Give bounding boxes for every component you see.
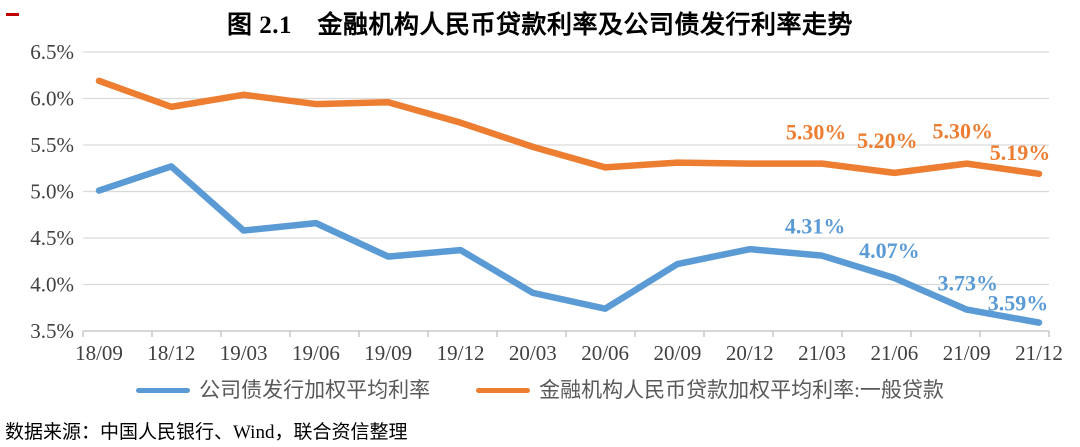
y-axis-label: 5.5% [30,133,74,157]
x-axis-label: 21/03 [798,341,846,365]
y-axis-label: 5.0% [30,180,74,204]
y-axis-label: 4.0% [30,273,74,297]
series-line-0 [95,163,1043,326]
red-dash-annotation [6,13,19,16]
series-line-1 [95,77,1043,178]
chart-title: 图 2.1 金融机构人民币贷款利率及公司债发行利率走势 [226,12,853,39]
x-axis-label: 19/09 [364,341,412,365]
x-axis-label: 20/03 [509,341,557,365]
x-axis-label: 18/12 [147,341,195,365]
line-chart-svg: 6.5% 6.0% 5.5% 5.0% 4.5% 4.0% 3.5%18/09 18/12 19… [30,40,1063,365]
data-label: 5.20% [857,128,918,153]
x-axis-label: 20/12 [726,341,774,365]
legend-line-swatch [476,387,531,393]
y-axis-label: 4.5% [30,226,74,250]
data-label: 5.30% [786,120,847,145]
source-note: 数据来源：中国人民银行、Wind，联合资信整理 [5,422,408,443]
legend-label: 金融机构人民币贷款加权平均利率:一般贷款 [539,377,944,402]
legend-item-0: 公司债发行加权平均利率 [136,377,431,402]
data-label: 3.59% [988,291,1049,316]
legend-label: 公司债发行加权平均利率 [199,377,431,402]
y-axis-label: 3.5% [30,319,74,343]
data-label: 4.31% [785,214,846,239]
data-label: 5.19% [990,140,1051,165]
y-axis-label: 6.0% [30,87,74,111]
x-axis-label: 21/09 [943,341,991,365]
data-label: 4.07% [859,238,920,263]
x-axis-label: 18/09 [75,341,123,365]
x-axis-label: 21/06 [870,341,918,365]
x-axis-label: 19/06 [292,341,340,365]
x-axis-label: 20/09 [654,341,702,365]
chart-legend: 公司债发行加权平均利率 金融机构人民币贷款加权平均利率:一般贷款 [0,375,1080,405]
x-axis-label: 20/06 [581,341,629,365]
y-axis-label: 6.5% [30,40,74,64]
data-label: 5.30% [932,119,993,144]
x-axis-label: 19/03 [220,341,268,365]
data-label: 3.73% [937,271,998,296]
x-axis-label: 21/12 [1015,341,1063,365]
x-axis-label: 19/12 [437,341,485,365]
legend-item-1: 金融机构人民币贷款加权平均利率:一般贷款 [476,377,944,402]
plot-area: 6.5% 6.0% 5.5% 5.0% 4.5% 4.0% 3.5% 18/09 18/12 19… [30,40,1063,365]
legend-line-swatch [136,387,191,393]
